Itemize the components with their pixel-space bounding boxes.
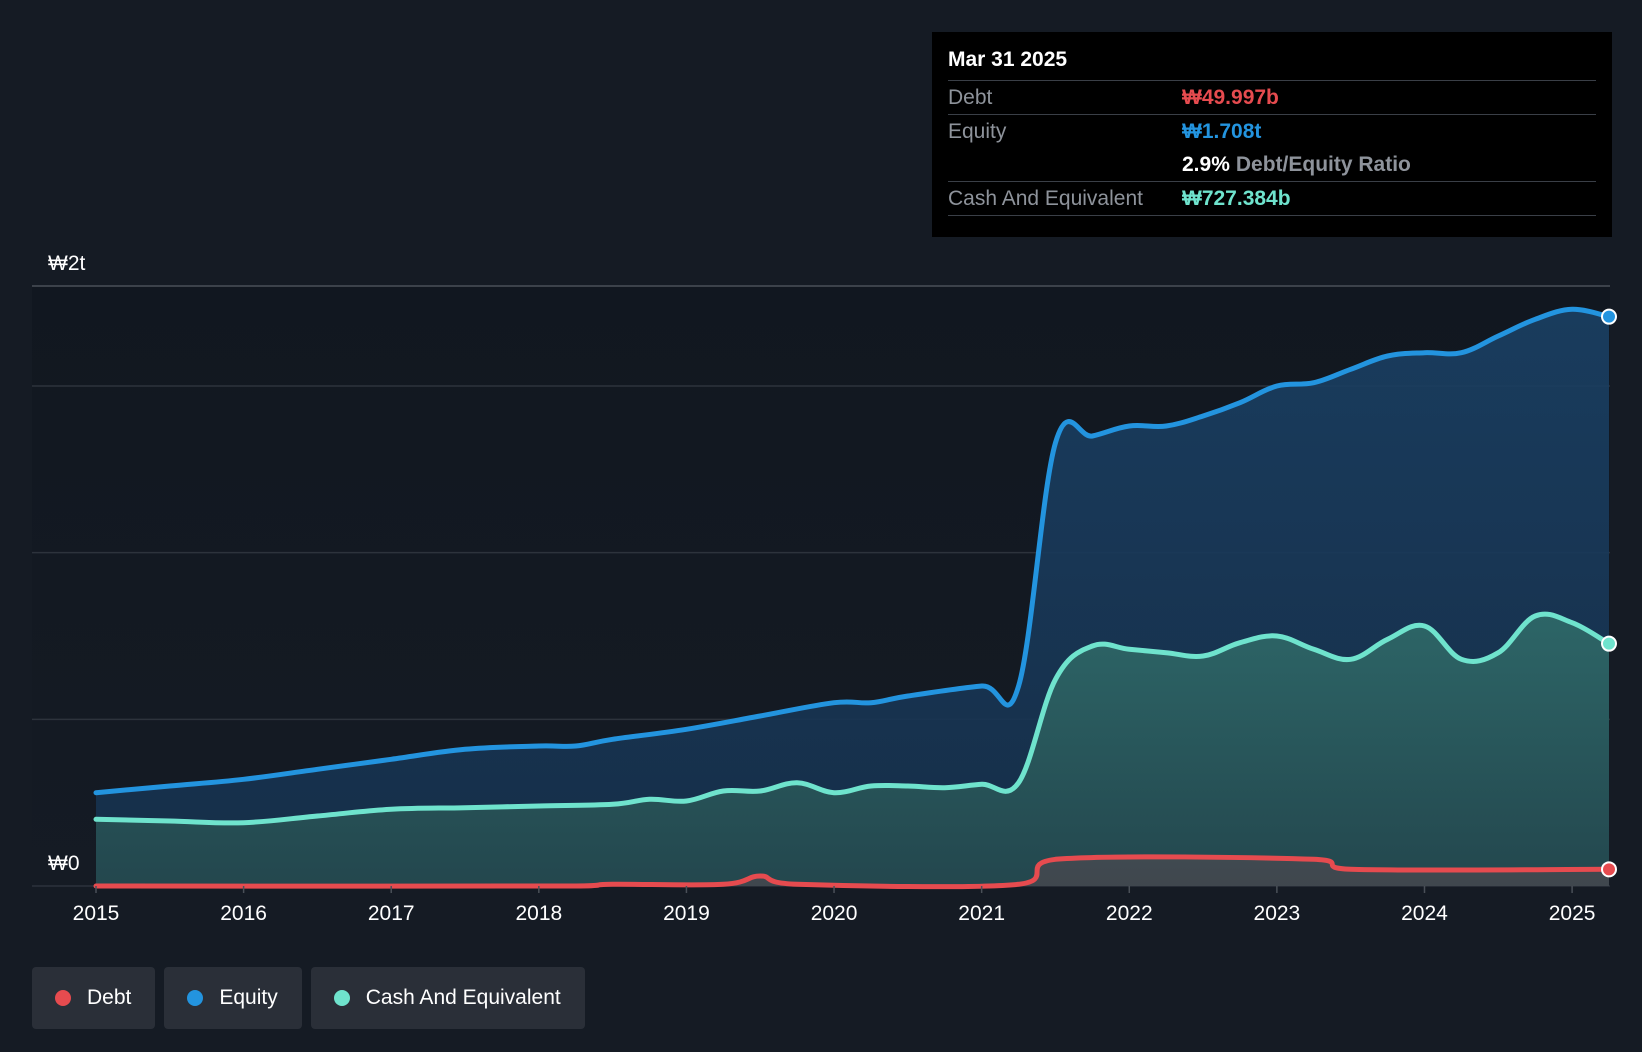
x-tick-label: 2015 xyxy=(73,902,120,925)
debt-area xyxy=(96,856,1609,887)
x-tick-label: 2023 xyxy=(1254,902,1301,925)
x-tick-label: 2021 xyxy=(958,902,1005,925)
x-tick-label: 2025 xyxy=(1549,902,1596,925)
debt-endpoint[interactable] xyxy=(1601,861,1617,878)
tooltip-equity-row: Equity ₩1.708t xyxy=(948,115,1596,148)
x-tick-label: 2016 xyxy=(220,902,267,925)
tooltip-debt-value: ₩49.997b xyxy=(1182,86,1279,109)
tooltip-cash-label: Cash And Equivalent xyxy=(948,187,1143,210)
series-areas xyxy=(96,309,1609,887)
equity-dot-icon xyxy=(187,990,204,1006)
x-axis-ticks: 2015 2016 2017 2018 2019 2020 2021 2022 2023 2024… xyxy=(73,886,1596,925)
x-tick-label: 2018 xyxy=(515,902,562,925)
series-endpoints xyxy=(1601,308,1617,878)
tooltip-equity-value: ₩1.708t xyxy=(1182,120,1262,143)
legend-debt-label: Debt xyxy=(87,986,132,1009)
tooltip-panel: Mar 31 2025 Debt ₩49.997b Equity ₩1.708t… xyxy=(932,32,1612,237)
series-lines xyxy=(93,306,1612,890)
tooltip-ratio-spacer xyxy=(948,148,1182,181)
tooltip-equity-label: Equity xyxy=(948,120,1007,143)
x-tick-label: 2024 xyxy=(1401,902,1448,925)
tooltip-date: Mar 31 2025 xyxy=(948,46,1596,81)
tooltip-ratio-label: Debt/Equity Ratio xyxy=(1235,153,1411,176)
x-tick-label: 2022 xyxy=(1106,902,1153,925)
equity-endpoint[interactable] xyxy=(1601,308,1617,325)
debt-line xyxy=(93,854,1612,890)
legend-item-cash[interactable]: Cash And Equivalent xyxy=(310,967,585,1029)
legend-equity-label: Equity xyxy=(219,986,278,1009)
cash-dot-icon xyxy=(333,990,350,1006)
legend-item-debt[interactable]: Debt xyxy=(32,967,156,1029)
tooltip-ratio-row: 2.9% Debt/Equity Ratio xyxy=(948,148,1596,182)
cash-line xyxy=(93,611,1612,826)
tooltip-cash-value: ₩727.384b xyxy=(1182,187,1291,210)
tooltip-debt-label: Debt xyxy=(948,86,993,109)
tooltip-debt-row: Debt ₩49.997b xyxy=(948,81,1596,115)
x-tick-label: 2017 xyxy=(368,902,415,925)
tooltip-ratio-value: 2.9% xyxy=(1182,153,1230,176)
tooltip-cash-row: Cash And Equivalent ₩727.384b xyxy=(948,182,1596,216)
y-axis-top-label: ₩2t xyxy=(48,252,86,275)
legend: Debt Equity Cash And Equivalent xyxy=(32,967,585,1029)
x-tick-label: 2020 xyxy=(811,902,858,925)
cash-endpoint[interactable] xyxy=(1601,635,1617,652)
cash-area xyxy=(96,614,1609,886)
legend-cash-label: Cash And Equivalent xyxy=(365,986,561,1009)
equity-line xyxy=(93,306,1612,796)
y-axis-bottom-label: ₩0 xyxy=(48,852,80,875)
debt-dot-icon xyxy=(55,990,71,1006)
x-tick-label: 2019 xyxy=(663,902,710,925)
legend-item-equity[interactable]: Equity xyxy=(164,967,302,1029)
